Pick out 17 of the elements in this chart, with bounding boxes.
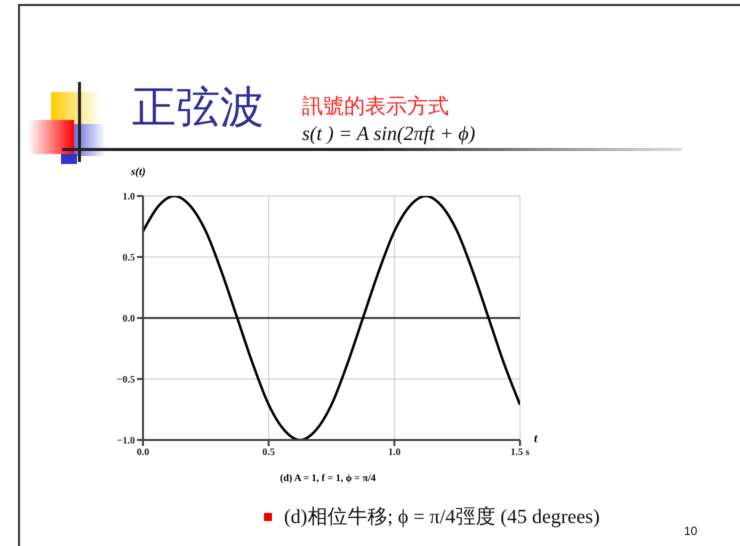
y-tick-label: −1.0 xyxy=(116,436,135,447)
chart-title: 正弦波 xyxy=(132,82,264,134)
text: 10 xyxy=(684,524,698,538)
y-tick-label: −0.5 xyxy=(116,374,135,386)
text: s(t ) = A sin(2πft + ϕ) xyxy=(302,123,476,146)
y-tick-label: 1.0 xyxy=(122,192,135,203)
chart-subtitle: 訊號的表示方式 xyxy=(302,94,449,120)
text: (d) A = 1, f = 1, ϕ = π/4 xyxy=(280,473,376,484)
y-axis-title: s(t) xyxy=(131,166,146,178)
y-tick-label: 0.5 xyxy=(122,252,135,264)
x-axis-title: t xyxy=(534,431,538,446)
x-tick-label: 0.5 xyxy=(262,447,275,458)
x-tick-label: 0.0 xyxy=(136,447,150,458)
x-tick-label: 1.0 xyxy=(388,447,401,458)
x-tick-label: 1.5 s xyxy=(510,447,530,458)
y-tick-label: 0.0 xyxy=(122,314,135,325)
text: (d)相位牛移; ϕ = π/4弳度 (45 degrees) xyxy=(284,505,600,530)
